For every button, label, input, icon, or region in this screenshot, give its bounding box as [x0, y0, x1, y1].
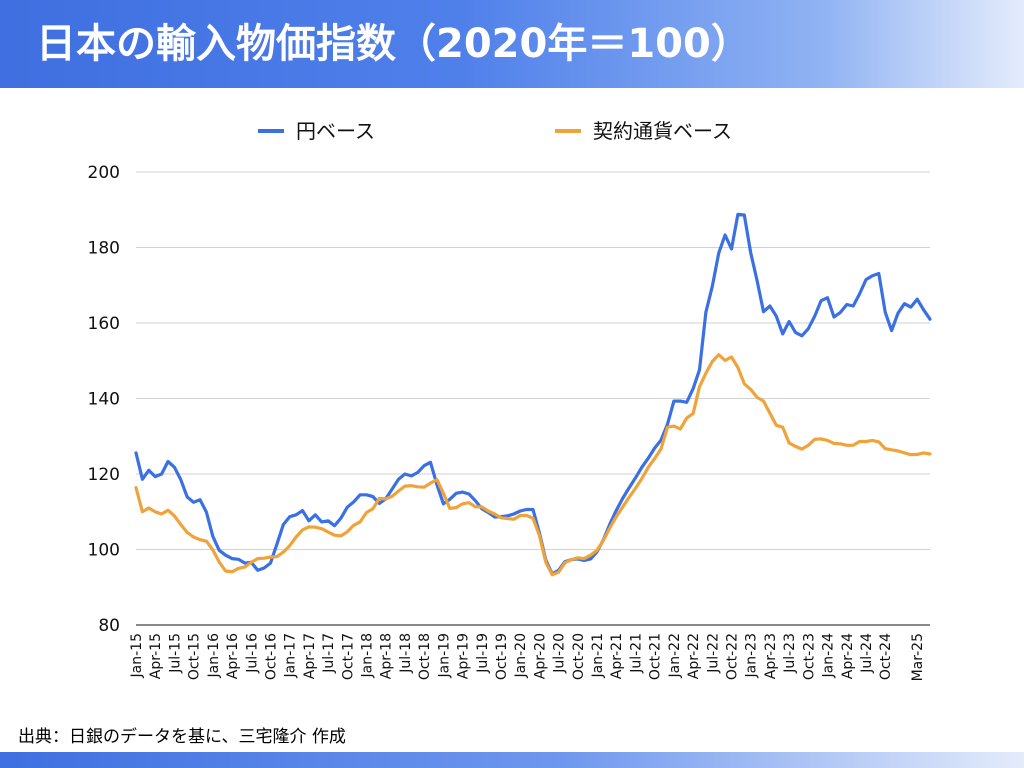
footer-band: [0, 752, 1024, 768]
x-tick-label: Apr-23: [763, 633, 779, 679]
x-tick-label: Jan-20: [513, 633, 529, 678]
x-tick-label: Apr-24: [840, 633, 856, 679]
x-tick-label: Jan-22: [667, 633, 683, 678]
x-tick-label: Jan-23: [744, 633, 760, 678]
x-tick-label: Jul-17: [321, 633, 337, 674]
x-tick-label: Jul-19: [475, 633, 491, 674]
chart-legend: 円ベース 契約通貨ベース: [258, 119, 732, 143]
x-tick-label: Jul-24: [859, 633, 875, 674]
x-axis-tick-labels: Jan-15 Apr-15 Jul-15 Oct-15 Jan-16 Apr-16 Jul-…: [129, 633, 926, 681]
y-tick-label: 160: [88, 314, 120, 334]
source-note: 出典：日銀のデータを基に、三宅隆介 作成: [18, 727, 346, 747]
x-tick-label: Oct-23: [801, 633, 817, 680]
y-tick-label: 120: [88, 465, 120, 485]
x-tick-label: Oct-18: [417, 633, 433, 680]
legend-item-2: 契約通貨ベース: [555, 119, 732, 143]
y-tick-label: 100: [88, 541, 120, 561]
legend-label: 円ベース: [296, 119, 375, 143]
x-tick-label: Apr-20: [532, 633, 548, 679]
y-tick-label: 200: [88, 163, 120, 183]
x-tick-label: Apr-21: [609, 633, 625, 679]
x-tick-label: Oct-16: [263, 633, 279, 680]
x-tick-label: Oct-17: [340, 633, 356, 680]
x-tick-label: Mar-25: [910, 633, 926, 681]
x-tick-label: Jan-24: [821, 633, 837, 679]
x-tick-label: Jul-21: [628, 633, 644, 674]
x-tick-label: Apr-17: [302, 633, 318, 679]
x-tick-label: Jul-22: [705, 633, 721, 674]
legend-label: 契約通貨ベース: [593, 119, 732, 143]
x-tick-label: Oct-19: [494, 633, 510, 680]
y-tick-label: 80: [98, 616, 120, 636]
x-tick-label: Jan-18: [360, 633, 376, 678]
x-tick-label: Oct-20: [571, 633, 587, 680]
x-tick-label: Jan-19: [436, 633, 452, 678]
x-tick-label: Oct-21: [648, 633, 664, 680]
y-tick-label: 140: [88, 390, 120, 410]
x-tick-label: Apr-19: [456, 633, 472, 679]
y-axis-tick-labels: 80 100 120 140 160 180 200: [88, 163, 120, 636]
x-tick-label: Jul-18: [398, 633, 414, 674]
x-tick-label: Jan-17: [283, 633, 299, 678]
x-tick-label: Oct-22: [725, 633, 741, 680]
title-banner: 日本の輸入物価指数（2020年＝100）: [0, 0, 1024, 88]
series-line-1: [134, 212, 932, 576]
x-tick-label: Jul-16: [244, 633, 260, 674]
x-tick-label: Apr-18: [379, 633, 395, 679]
x-tick-label: Jul-15: [167, 633, 183, 674]
x-tick-label: Jan-15: [129, 633, 145, 678]
x-tick-label: Oct-15: [187, 633, 203, 680]
x-tick-label: Jul-20: [552, 633, 568, 674]
x-tick-label: Jan-16: [206, 633, 222, 679]
x-tick-label: Apr-22: [686, 633, 702, 679]
legend-item-1: 円ベース: [258, 119, 375, 143]
page-title: 日本の輸入物価指数（2020年＝100）: [36, 21, 751, 67]
x-tick-label: Jul-23: [782, 633, 798, 674]
x-tick-label: Oct-24: [878, 633, 894, 680]
x-tick-label: Jan-21: [590, 633, 606, 678]
series-line-2: [134, 353, 932, 577]
x-tick-label: Apr-16: [225, 633, 241, 679]
chart-series-lines: [134, 212, 932, 577]
x-tick-label: Apr-15: [148, 633, 164, 679]
chart-gridlines: [136, 171, 930, 626]
y-tick-label: 180: [88, 239, 120, 259]
